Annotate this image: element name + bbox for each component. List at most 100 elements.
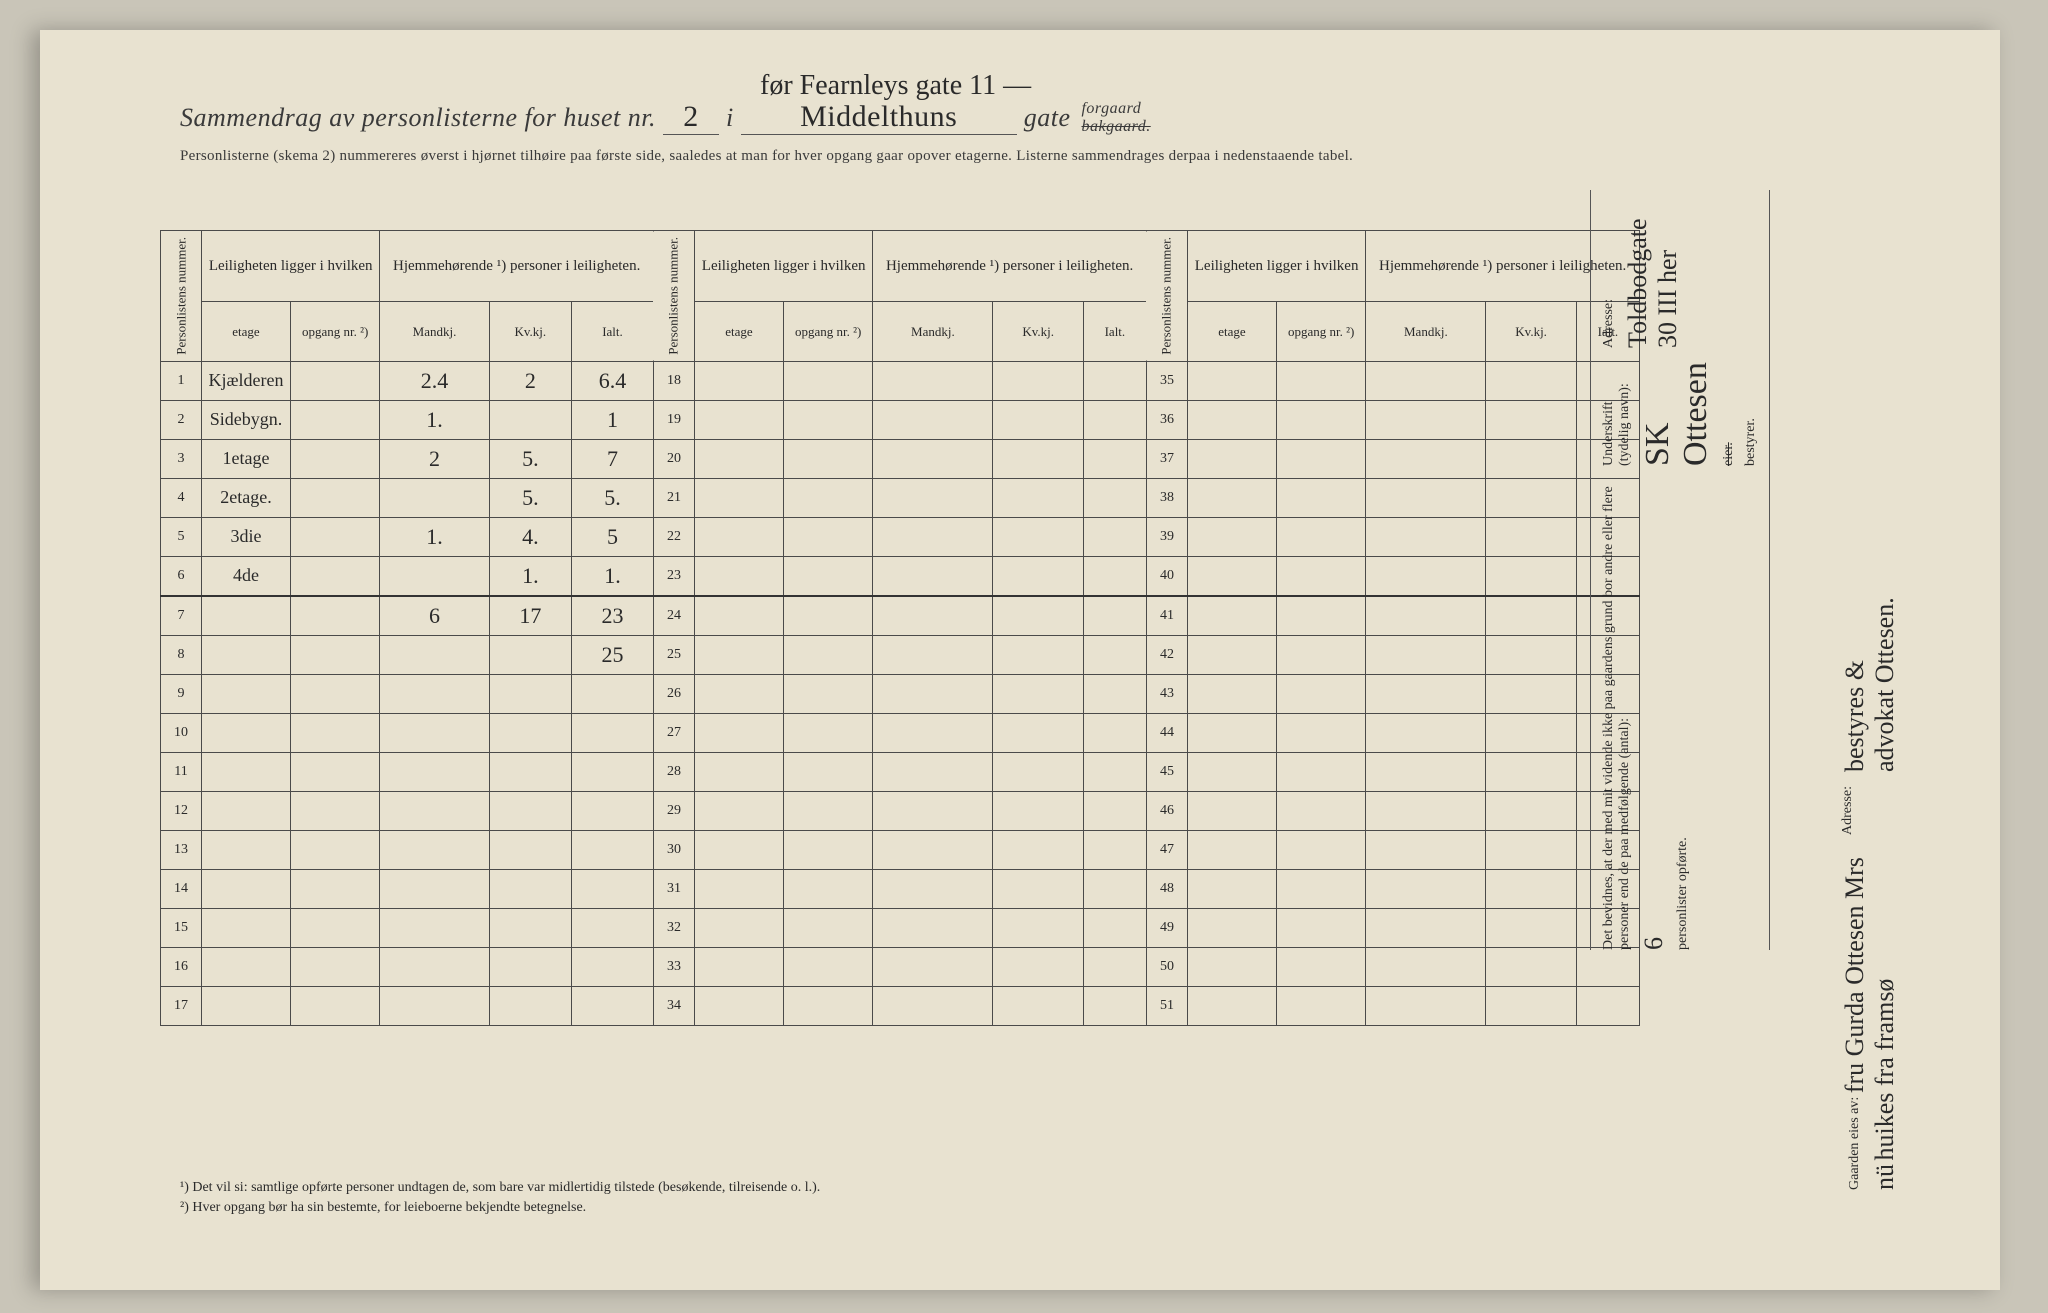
cell-etage-3 xyxy=(1187,830,1276,869)
row-num: 10 xyxy=(161,713,202,752)
cell-mandkj-3 xyxy=(1366,361,1486,400)
summary-table: Personlistens nummer. Leiligheten ligger… xyxy=(160,230,1640,1026)
row-num: 7 xyxy=(161,596,202,636)
cell-mandkj xyxy=(380,947,489,986)
cell-kvkj-3 xyxy=(1486,674,1576,713)
cell-ialt: 25 xyxy=(572,635,654,674)
cell-etage-2 xyxy=(694,908,783,947)
cell-mandkj-2 xyxy=(873,791,993,830)
cell-opgang-3 xyxy=(1276,635,1365,674)
table-area: Personlistens nummer. Leiligheten ligger… xyxy=(160,230,1640,1026)
row-num-2: 23 xyxy=(653,556,694,596)
bevidnes-text: Det bevidnes, at der med mit vidende ikk… xyxy=(1601,478,1633,950)
row-num-3: 38 xyxy=(1146,478,1187,517)
handwritten-annotation-top: før Fearnleys gate 11 — xyxy=(760,70,1031,102)
cell-mandkj-3 xyxy=(1366,713,1486,752)
cell-kvkj-2 xyxy=(993,791,1083,830)
cell-kvkj-2 xyxy=(993,439,1083,478)
row-num-2: 34 xyxy=(653,986,694,1025)
footnote-1: ¹) Det vil si: samtlige opførte personer… xyxy=(180,1180,820,1196)
sub-kvkj-1: Kv.kj. xyxy=(489,302,571,361)
cell-kvkj xyxy=(489,869,571,908)
row-num: 3 xyxy=(161,439,202,478)
row-num-2: 25 xyxy=(653,635,694,674)
cell-ialt-2 xyxy=(1083,635,1146,674)
cell-etage xyxy=(202,986,291,1025)
row-num-3: 39 xyxy=(1146,517,1187,556)
title-prefix: Sammendrag av personlisterne for huset n… xyxy=(180,103,656,132)
row-num-3: 37 xyxy=(1146,439,1187,478)
cell-kvkj-3 xyxy=(1486,556,1576,596)
row-num: 8 xyxy=(161,635,202,674)
cell-kvkj xyxy=(489,674,571,713)
row-num: 17 xyxy=(161,986,202,1025)
cell-mandkj-2 xyxy=(873,752,993,791)
cell-ialt: 5. xyxy=(572,478,654,517)
cell-kvkj xyxy=(489,908,571,947)
cell-etage xyxy=(202,635,291,674)
col-leilighet-2: Leiligheten ligger i hvilken xyxy=(694,231,872,302)
cell-opgang-3 xyxy=(1276,986,1365,1025)
cell-opgang-2 xyxy=(783,947,872,986)
cell-etage-3 xyxy=(1187,947,1276,986)
forgaard-word: forgaard xyxy=(1081,100,1141,117)
cell-opgang xyxy=(291,674,380,713)
cell-ialt-2 xyxy=(1083,869,1146,908)
cell-opgang-2 xyxy=(783,439,872,478)
cell-kvkj xyxy=(489,713,571,752)
cell-ialt-2 xyxy=(1083,908,1146,947)
cell-kvkj xyxy=(489,400,571,439)
cell-kvkj-2 xyxy=(993,361,1083,400)
row-num-3: 45 xyxy=(1146,752,1187,791)
cell-mandkj-3 xyxy=(1366,478,1486,517)
cell-kvkj-2 xyxy=(993,635,1083,674)
cell-mandkj-2 xyxy=(873,361,993,400)
cell-mandkj-3 xyxy=(1366,635,1486,674)
cell-ialt xyxy=(572,752,654,791)
cell-kvkj-3 xyxy=(1486,439,1576,478)
cell-mandkj-2 xyxy=(873,596,993,636)
cell-etage-2 xyxy=(694,635,783,674)
cell-etage-2 xyxy=(694,791,783,830)
cell-etage xyxy=(202,947,291,986)
cell-opgang xyxy=(291,478,380,517)
col-hjemme-2: Hjemmehørende ¹) personer i leiligheten. xyxy=(873,231,1147,302)
cell-etage-3 xyxy=(1187,674,1276,713)
cell-opgang-3 xyxy=(1276,400,1365,439)
row-num: 14 xyxy=(161,869,202,908)
cell-mandkj-2 xyxy=(873,478,993,517)
cell-opgang-3 xyxy=(1276,752,1365,791)
cell-mandkj xyxy=(380,986,489,1025)
row-num: 1 xyxy=(161,361,202,400)
sep-i: i xyxy=(726,103,734,132)
row-num-3: 43 xyxy=(1146,674,1187,713)
title-line: Sammendrag av personlisterne for huset n… xyxy=(180,100,1720,136)
cell-mandkj-3 xyxy=(1366,869,1486,908)
cell-opgang-3 xyxy=(1276,674,1365,713)
cell-kvkj-2 xyxy=(993,713,1083,752)
subtitle: Personlisterne (skema 2) nummereres øver… xyxy=(180,148,1720,165)
row-num-2: 32 xyxy=(653,908,694,947)
cell-kvkj: 2 xyxy=(489,361,571,400)
sub-opgang-1: opgang nr. ²) xyxy=(291,302,380,361)
footnotes: ¹) Det vil si: samtlige opførte personer… xyxy=(180,1180,820,1220)
cell-etage-2 xyxy=(694,596,783,636)
cell-etage-3 xyxy=(1187,752,1276,791)
forgaard-bakgaard: forgaard bakgaard. xyxy=(1081,100,1150,136)
cell-opgang xyxy=(291,947,380,986)
cell-opgang-2 xyxy=(783,556,872,596)
row-num-3: 47 xyxy=(1146,830,1187,869)
street-name: Middelthuns xyxy=(741,100,1017,135)
cell-mandkj-3 xyxy=(1366,947,1486,986)
cell-ialt xyxy=(572,830,654,869)
cell-opgang xyxy=(291,400,380,439)
cell-kvkj-3 xyxy=(1486,517,1576,556)
attestation-block: Det bevidnes, at der med mit vidende ikk… xyxy=(1590,190,1770,950)
sub-mandkj-2: Mandkj. xyxy=(873,302,993,361)
cell-etage-3 xyxy=(1187,439,1276,478)
owner-block: Gaarden eies av: fru Gurda Ottesen Mrs n… xyxy=(1840,590,1900,1190)
row-num-3: 46 xyxy=(1146,791,1187,830)
row-num: 5 xyxy=(161,517,202,556)
cell-mandkj: 1. xyxy=(380,517,489,556)
cell-mandkj-2 xyxy=(873,439,993,478)
